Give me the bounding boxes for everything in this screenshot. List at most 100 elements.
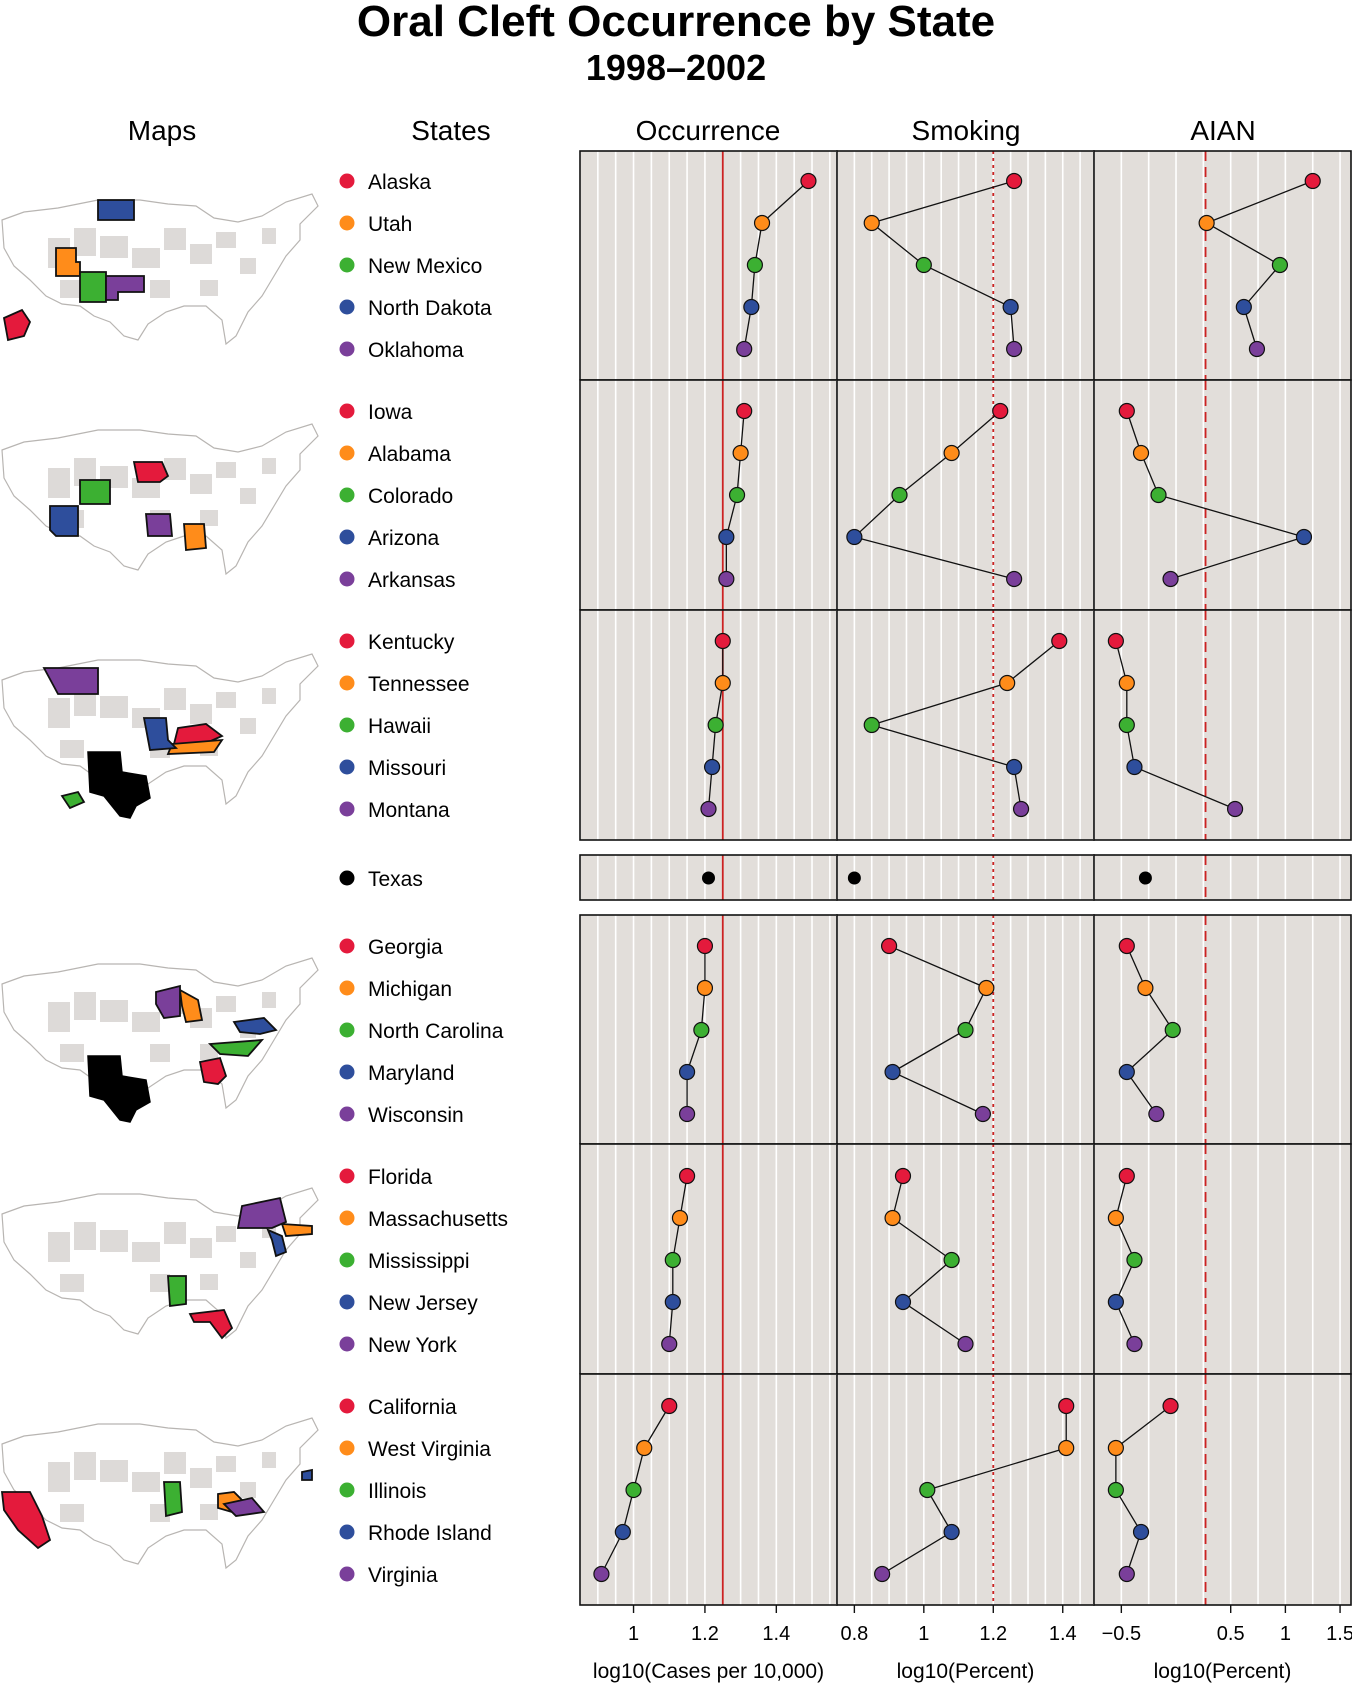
state-label-georgia: Georgia [368,936,443,959]
state-label-illinois: Illinois [368,1480,426,1503]
state-shape-wisconsin [155,984,181,1019]
panel-occurrence-group-5 [579,914,838,1145]
point-aian-mississippi [1126,1251,1143,1269]
state-shape-shaded [190,474,212,494]
panel-background [837,380,1094,610]
point-occurrence-tennessee [714,674,731,692]
state-shape-alaska [2,308,32,342]
header-maps: Maps [128,115,196,146]
x-axis-label-aian: log10(Percent) [1154,1660,1292,1683]
state-shape-north-carolina [207,1038,265,1057]
state-shape-shaded [74,1222,96,1250]
point-occurrence-new-jersey [664,1293,681,1311]
state-shape-arizona [49,505,79,537]
point-occurrence-new-mexico [746,256,764,274]
state-shape-shaded [200,280,218,296]
state-shape-shaded [60,1504,84,1522]
state-label-arizona: Arizona [368,527,440,550]
state-legend-dot-california [339,1398,355,1414]
state-shape-tennessee [166,738,224,755]
state-shape-shaded [216,1226,236,1242]
panel-smoking-group-2 [836,379,1095,611]
point-aian-wisconsin [1148,1105,1165,1123]
state-shape-illinois [163,1481,183,1518]
point-occurrence-california [661,1397,678,1415]
state-label-california: California [368,1396,457,1419]
point-smoking-florida [894,1167,912,1185]
state-shape-shaded [164,688,186,710]
state-legend-dot-kentucky [339,633,355,649]
state-shape-georgia [198,1056,228,1085]
point-occurrence-wisconsin [678,1105,696,1123]
point-aian-tennessee [1118,674,1135,692]
point-occurrence-west-virginia [636,1439,653,1457]
state-shape-florida [188,1309,234,1340]
panel-smoking-group-5 [836,914,1095,1145]
state-shape-shaded [74,688,96,716]
state-label-new-mexico: New Mexico [368,255,482,278]
point-smoking-texas [847,871,861,885]
state-label-iowa: Iowa [368,401,413,424]
panel-smoking-group-1 [836,150,1095,381]
state-legend-dot-hawaii [339,717,355,733]
state-legend-dot-texas [339,870,355,886]
point-occurrence-arkansas [718,570,735,588]
state-shape-shaded [100,696,128,718]
x-axis-aian: −0.5 0.5 1 1.5 log10(Percent) [1102,1605,1352,1683]
tick-label-smoking: 1.4 [1049,1623,1077,1645]
state-shape-shaded [200,1504,218,1520]
state-shape-shaded [48,1232,70,1262]
point-aian-georgia [1118,937,1135,955]
state-label-texas: Texas [368,868,423,891]
state-legend-dot-utah [339,215,355,231]
point-occurrence-utah [753,214,771,232]
point-occurrence-alabama [732,444,749,462]
state-shape-new-mexico [79,271,107,303]
chart-title: Oral Cleft Occurrence by State [356,0,996,46]
state-legend-dot-virginia [339,1566,355,1582]
state-shape-shaded [190,244,212,264]
panel-background [1094,1374,1351,1605]
state-shape-shaded [60,280,84,298]
panel-aian-group-6 [1093,1143,1352,1375]
state-legend-dot-alaska [339,173,355,189]
state-shape-shaded [132,478,160,498]
point-smoking-new-mexico [915,256,932,274]
state-shape-shaded [262,228,276,244]
point-smoking-alaska [1006,172,1023,190]
point-smoking-alabama [943,444,960,462]
state-shape-virginia [222,1497,266,1517]
group-1-map [1,193,319,346]
tick-label-smoking: 1 [918,1623,929,1645]
state-shape-shaded [262,992,276,1008]
us-outline [1,1417,319,1570]
state-legend-dot-montana [339,801,355,817]
tick-label-aian: −0.5 [1102,1623,1141,1645]
state-legend-dot-arizona [339,529,355,545]
point-aian-missouri [1126,758,1143,776]
panel-occurrence-group-6 [579,1143,838,1375]
point-occurrence-michigan [696,979,714,997]
group-6-map [1,1187,319,1340]
state-shape-texas [87,751,151,819]
point-smoking-oklahoma [1006,340,1023,358]
state-shape-california [0,1491,52,1550]
point-smoking-georgia [880,937,898,955]
point-aian-illinois [1107,1481,1124,1499]
panel-background [1094,380,1351,610]
point-occurrence-montana [700,800,717,818]
panel-background [580,1374,837,1605]
state-shape-shaded [200,510,218,526]
panel-border [1093,1373,1352,1606]
state-label-oklahoma: Oklahoma [368,339,464,362]
state-shape-shaded [48,698,70,728]
state-shape-rhode-island [301,1468,313,1481]
state-shape-shaded [190,704,212,724]
panel-aian-group-3 [1093,609,1352,841]
point-smoking-tennessee [999,674,1016,692]
state-legend-dot-tennessee [339,675,355,691]
point-occurrence-north-dakota [743,298,760,316]
point-smoking-new-york [957,1335,974,1353]
state-label-maryland: Maryland [368,1062,454,1085]
point-smoking-maryland [884,1063,901,1081]
